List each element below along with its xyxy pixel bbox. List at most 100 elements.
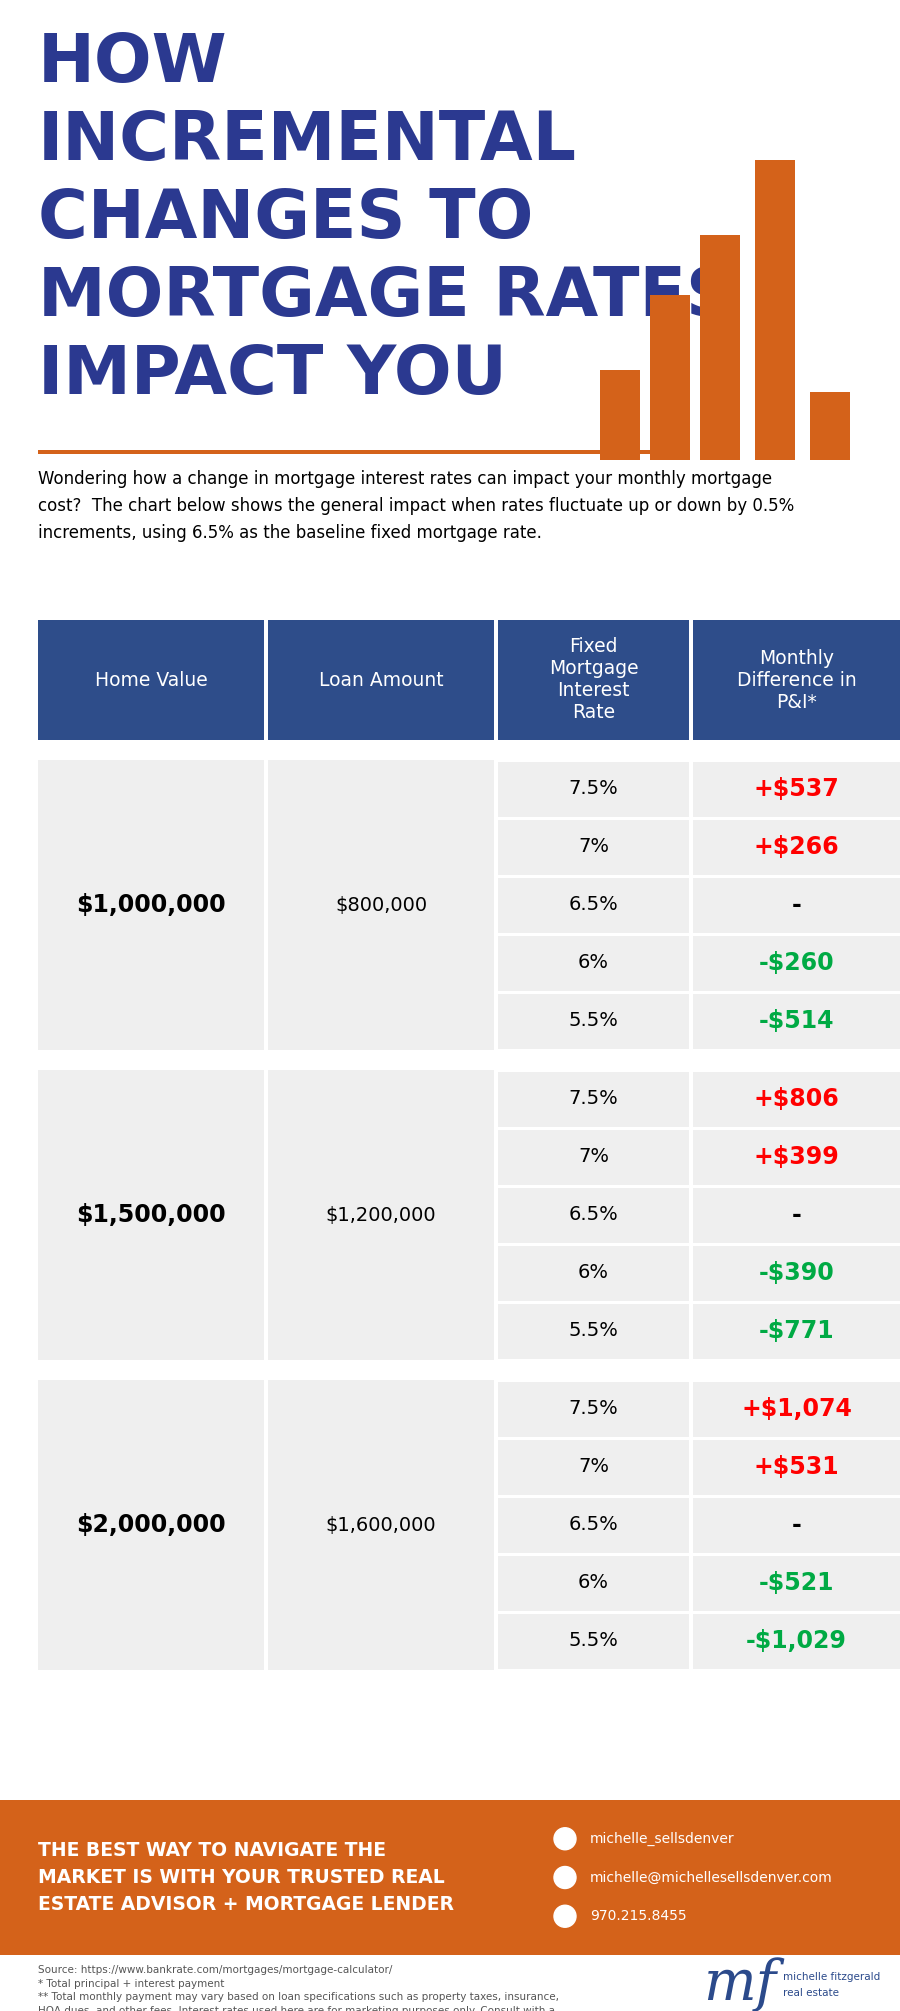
Text: 7.5%: 7.5% bbox=[569, 1090, 618, 1108]
Bar bbox=[38, 619, 264, 740]
Bar bbox=[498, 820, 689, 875]
Bar bbox=[693, 877, 900, 933]
Bar bbox=[498, 1072, 689, 1126]
Text: -: - bbox=[792, 893, 801, 917]
Text: 6.5%: 6.5% bbox=[569, 1205, 618, 1225]
Text: INCREMENTAL: INCREMENTAL bbox=[38, 109, 577, 175]
Text: Loan Amount: Loan Amount bbox=[319, 670, 444, 690]
Text: Home Value: Home Value bbox=[94, 670, 207, 690]
Bar bbox=[693, 1130, 900, 1184]
Text: -$514: -$514 bbox=[759, 1010, 834, 1034]
Bar bbox=[268, 619, 494, 740]
Text: 6%: 6% bbox=[578, 953, 609, 973]
Text: +$1,074: +$1,074 bbox=[741, 1398, 852, 1422]
Text: michelle_sellsdenver: michelle_sellsdenver bbox=[590, 1832, 734, 1846]
Bar bbox=[693, 1440, 900, 1494]
Text: real estate: real estate bbox=[783, 1989, 839, 1999]
Text: 6.5%: 6.5% bbox=[569, 1516, 618, 1534]
Text: $1,600,000: $1,600,000 bbox=[326, 1516, 436, 1534]
Text: 6%: 6% bbox=[578, 1573, 609, 1593]
Text: 5.5%: 5.5% bbox=[569, 1631, 618, 1651]
Bar bbox=[498, 1555, 689, 1611]
Text: -$260: -$260 bbox=[759, 951, 834, 975]
Text: -$521: -$521 bbox=[759, 1571, 834, 1595]
Bar bbox=[498, 1303, 689, 1359]
Text: -$771: -$771 bbox=[759, 1319, 834, 1343]
Bar bbox=[693, 1498, 900, 1552]
Text: 7%: 7% bbox=[578, 1148, 609, 1166]
Text: -$390: -$390 bbox=[759, 1261, 834, 1285]
Text: $1,200,000: $1,200,000 bbox=[326, 1205, 436, 1225]
Circle shape bbox=[554, 1866, 576, 1888]
Bar bbox=[498, 1440, 689, 1494]
Bar bbox=[498, 1382, 689, 1436]
Text: Monthly
Difference in
P&I*: Monthly Difference in P&I* bbox=[736, 648, 857, 712]
Bar bbox=[38, 450, 650, 454]
Bar bbox=[268, 1070, 494, 1359]
Text: 6%: 6% bbox=[578, 1263, 609, 1283]
Bar bbox=[693, 762, 900, 816]
Bar bbox=[498, 993, 689, 1048]
Text: 7%: 7% bbox=[578, 1458, 609, 1476]
Bar bbox=[693, 1555, 900, 1611]
Text: Wondering how a change in mortgage interest rates can impact your monthly mortga: Wondering how a change in mortgage inter… bbox=[38, 471, 794, 543]
Text: $800,000: $800,000 bbox=[335, 895, 428, 915]
Bar bbox=[693, 820, 900, 875]
Bar bbox=[498, 877, 689, 933]
Text: michelle@michellesellsdenver.com: michelle@michellesellsdenver.com bbox=[590, 1870, 832, 1884]
Bar bbox=[693, 1303, 900, 1359]
Bar bbox=[693, 993, 900, 1048]
Bar bbox=[38, 1380, 264, 1669]
Text: THE BEST WAY TO NAVIGATE THE
MARKET IS WITH YOUR TRUSTED REAL
ESTATE ADVISOR + M: THE BEST WAY TO NAVIGATE THE MARKET IS W… bbox=[38, 1842, 454, 1914]
Bar bbox=[700, 235, 740, 461]
Text: +$537: +$537 bbox=[753, 776, 840, 800]
Bar bbox=[693, 1613, 900, 1669]
Circle shape bbox=[554, 1904, 576, 1927]
Bar bbox=[810, 392, 850, 461]
Text: 5.5%: 5.5% bbox=[569, 1012, 618, 1030]
Bar bbox=[498, 1613, 689, 1669]
Text: $1,500,000: $1,500,000 bbox=[76, 1203, 226, 1227]
Text: CHANGES TO: CHANGES TO bbox=[38, 185, 534, 251]
Bar bbox=[693, 935, 900, 991]
Bar bbox=[498, 935, 689, 991]
Bar bbox=[693, 1189, 900, 1243]
Bar bbox=[693, 1072, 900, 1126]
Bar bbox=[498, 619, 689, 740]
Text: +$399: +$399 bbox=[753, 1144, 840, 1168]
Bar bbox=[755, 161, 795, 461]
Bar bbox=[498, 1189, 689, 1243]
Bar bbox=[0, 1800, 900, 1955]
Bar bbox=[693, 1245, 900, 1301]
Text: IMPACT YOU: IMPACT YOU bbox=[38, 342, 507, 408]
Text: +$531: +$531 bbox=[753, 1456, 840, 1478]
Text: -$1,029: -$1,029 bbox=[746, 1629, 847, 1653]
Text: $2,000,000: $2,000,000 bbox=[76, 1512, 226, 1536]
Text: +$266: +$266 bbox=[753, 835, 840, 859]
Text: mf: mf bbox=[704, 1957, 777, 2011]
Bar bbox=[498, 1130, 689, 1184]
Bar bbox=[498, 1245, 689, 1301]
Bar bbox=[38, 760, 264, 1050]
Bar bbox=[38, 1070, 264, 1359]
Text: 7%: 7% bbox=[578, 837, 609, 857]
Bar bbox=[268, 1380, 494, 1669]
Text: 970.215.8455: 970.215.8455 bbox=[590, 1908, 687, 1923]
Text: Fixed
Mortgage
Interest
Rate: Fixed Mortgage Interest Rate bbox=[549, 637, 638, 722]
Bar bbox=[268, 760, 494, 1050]
Bar bbox=[650, 296, 690, 461]
Text: 7.5%: 7.5% bbox=[569, 1400, 618, 1418]
Bar bbox=[600, 370, 640, 461]
Bar bbox=[498, 762, 689, 816]
Text: 7.5%: 7.5% bbox=[569, 780, 618, 798]
Text: -: - bbox=[792, 1203, 801, 1227]
Text: HOW: HOW bbox=[38, 30, 228, 97]
Text: -: - bbox=[792, 1512, 801, 1536]
Text: $1,000,000: $1,000,000 bbox=[76, 893, 226, 917]
Text: +$806: +$806 bbox=[753, 1088, 840, 1110]
Bar bbox=[498, 1498, 689, 1552]
Text: 5.5%: 5.5% bbox=[569, 1321, 618, 1341]
Bar bbox=[693, 1382, 900, 1436]
Circle shape bbox=[554, 1828, 576, 1850]
Bar bbox=[693, 619, 900, 740]
